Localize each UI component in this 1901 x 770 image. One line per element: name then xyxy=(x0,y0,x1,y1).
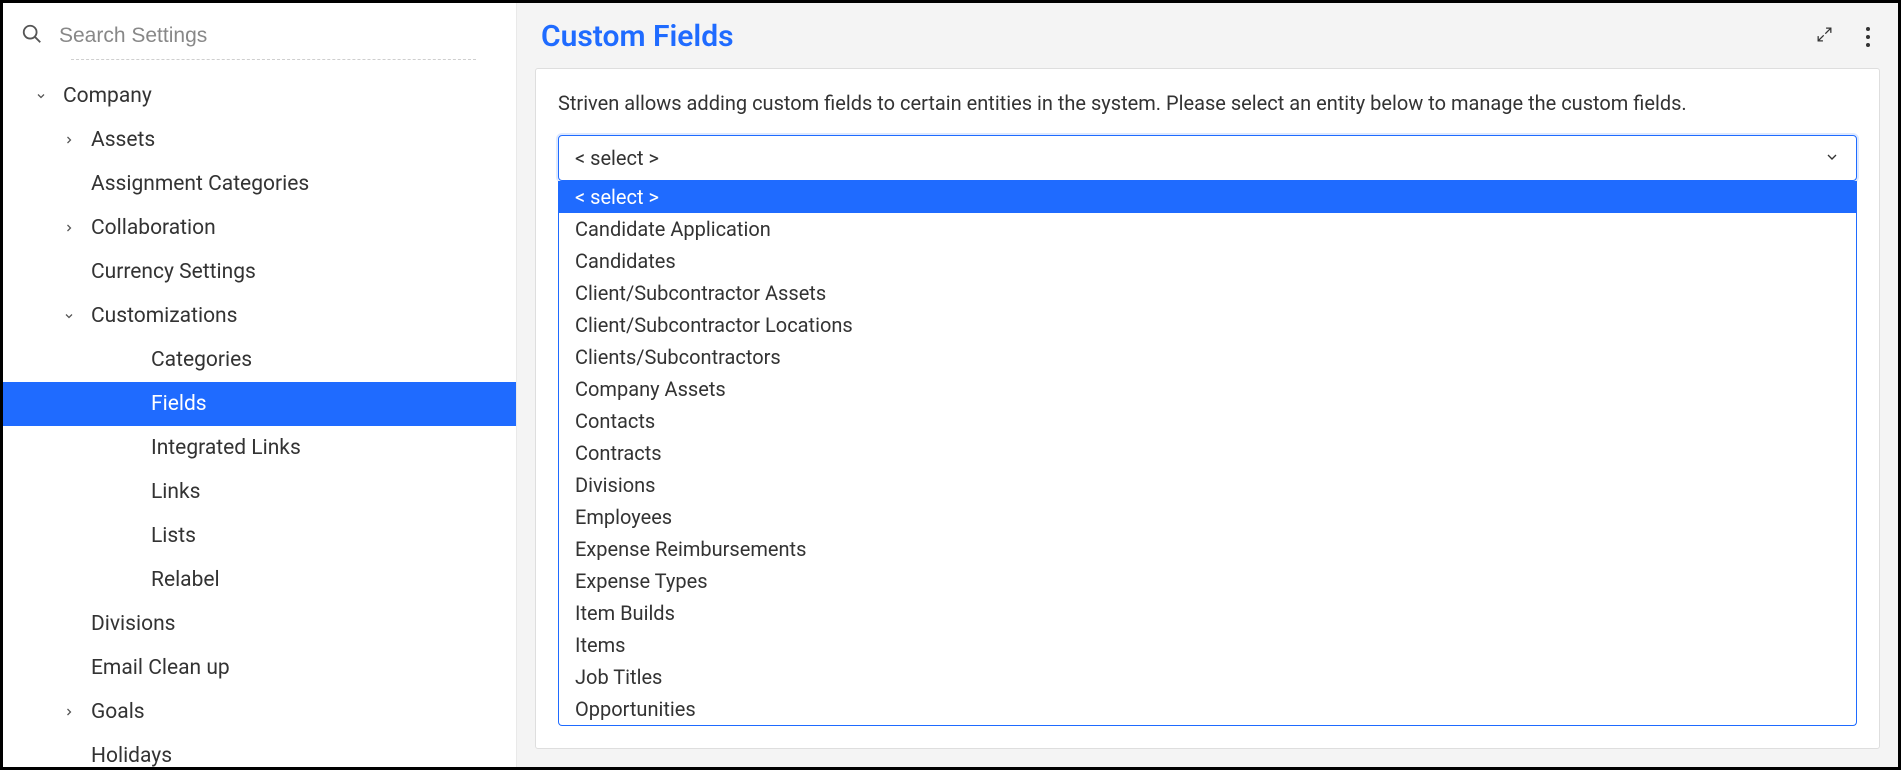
nav-item-label: Categories xyxy=(151,348,252,372)
entity-option[interactable]: Contracts xyxy=(559,437,1856,469)
nav-item-lists[interactable]: Lists xyxy=(3,514,516,558)
entity-select-value: < select > xyxy=(575,146,659,170)
entity-option[interactable]: Pay Types xyxy=(559,725,1856,726)
entity-option[interactable]: Candidate Application xyxy=(559,213,1856,245)
entity-option[interactable]: Employees xyxy=(559,501,1856,533)
nav-item-customizations[interactable]: Customizations xyxy=(3,294,516,338)
nav-item-assignment-categories[interactable]: Assignment Categories xyxy=(3,162,516,206)
nav-item-categories[interactable]: Categories xyxy=(3,338,516,382)
entity-option[interactable]: Item Builds xyxy=(559,597,1856,629)
nav-tree[interactable]: Company Assets Assignment Categories Collab… xyxy=(3,74,516,767)
nav-item-label: Divisions xyxy=(91,612,176,636)
nav-item-label: Customizations xyxy=(91,304,237,328)
nav-item-goals[interactable]: Goals xyxy=(3,690,516,734)
settings-sidebar: Company Assets Assignment Categories Collab… xyxy=(3,3,517,767)
entity-option[interactable]: Opportunities xyxy=(559,693,1856,725)
nav-item-label: Integrated Links xyxy=(151,436,301,460)
chevron-right-icon xyxy=(61,134,77,146)
nav-item-holidays[interactable]: Holidays xyxy=(3,734,516,767)
nav-item-fields[interactable]: Fields xyxy=(3,382,516,426)
intro-text: Striven allows adding custom fields to c… xyxy=(558,91,1857,115)
expand-icon[interactable] xyxy=(1815,25,1834,48)
nav-item-links[interactable]: Links xyxy=(3,470,516,514)
search-icon xyxy=(21,23,43,49)
entity-option[interactable]: < select > xyxy=(559,181,1856,213)
header-actions xyxy=(1815,25,1874,49)
entity-option[interactable]: Expense Types xyxy=(559,565,1856,597)
nav-item-company[interactable]: Company xyxy=(3,74,516,118)
main-header: Custom Fields xyxy=(517,3,1898,64)
search-input[interactable] xyxy=(59,24,498,48)
entity-option[interactable]: Company Assets xyxy=(559,373,1856,405)
nav-item-label: Links xyxy=(151,480,201,504)
chevron-right-icon xyxy=(61,706,77,718)
entity-option[interactable]: Client/Subcontractor Assets xyxy=(559,277,1856,309)
nav-item-currency-settings[interactable]: Currency Settings xyxy=(3,250,516,294)
entity-option[interactable]: Divisions xyxy=(559,469,1856,501)
nav-item-label: Assets xyxy=(91,128,155,152)
page-title: Custom Fields xyxy=(541,19,1815,54)
nav-item-integrated-links[interactable]: Integrated Links xyxy=(3,426,516,470)
nav-item-label: Goals xyxy=(91,700,145,724)
nav-item-label: Assignment Categories xyxy=(91,172,309,196)
chevron-right-icon xyxy=(61,222,77,234)
nav-item-email-clean-up[interactable]: Email Clean up xyxy=(3,646,516,690)
chevron-down-icon xyxy=(33,90,49,102)
entity-option[interactable]: Candidates xyxy=(559,245,1856,277)
nav-item-label: Fields xyxy=(151,392,207,416)
entity-dropdown[interactable]: < select >Candidate ApplicationCandidate… xyxy=(558,181,1857,726)
search-row xyxy=(3,3,516,59)
chevron-down-icon xyxy=(1824,146,1840,170)
entity-option[interactable]: Contacts xyxy=(559,405,1856,437)
nav-item-label: Collaboration xyxy=(91,216,216,240)
content-card: Striven allows adding custom fields to c… xyxy=(535,68,1880,749)
main-panel: Custom Fields Striven allows adding cust… xyxy=(517,3,1898,767)
nav-item-label: Holidays xyxy=(91,744,172,767)
nav-item-label: Email Clean up xyxy=(91,656,230,680)
entity-option[interactable]: Clients/Subcontractors xyxy=(559,341,1856,373)
search-underline xyxy=(71,59,476,60)
entity-option[interactable]: Job Titles xyxy=(559,661,1856,693)
entity-select[interactable]: < select > xyxy=(558,135,1857,181)
more-menu-icon[interactable] xyxy=(1862,25,1874,49)
nav-item-label: Company xyxy=(63,84,152,108)
entity-option[interactable]: Client/Subcontractor Locations xyxy=(559,309,1856,341)
entity-option[interactable]: Items xyxy=(559,629,1856,661)
nav-item-divisions[interactable]: Divisions xyxy=(3,602,516,646)
nav-item-assets[interactable]: Assets xyxy=(3,118,516,162)
chevron-down-icon xyxy=(61,310,77,322)
nav-item-label: Lists xyxy=(151,524,196,548)
nav-item-label: Currency Settings xyxy=(91,260,256,284)
nav-item-collaboration[interactable]: Collaboration xyxy=(3,206,516,250)
nav-item-relabel[interactable]: Relabel xyxy=(3,558,516,602)
nav-item-label: Relabel xyxy=(151,568,220,592)
entity-option[interactable]: Expense Reimbursements xyxy=(559,533,1856,565)
